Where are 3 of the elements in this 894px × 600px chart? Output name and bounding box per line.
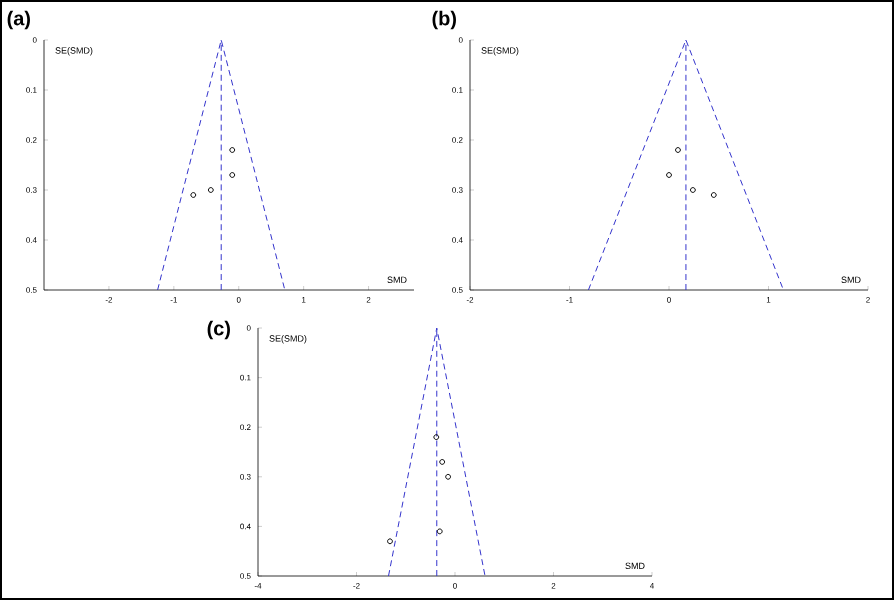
chart-title: (c) — [207, 320, 230, 340]
chart-title: (b) — [432, 10, 456, 30]
chart-title: (a) — [7, 10, 30, 30]
